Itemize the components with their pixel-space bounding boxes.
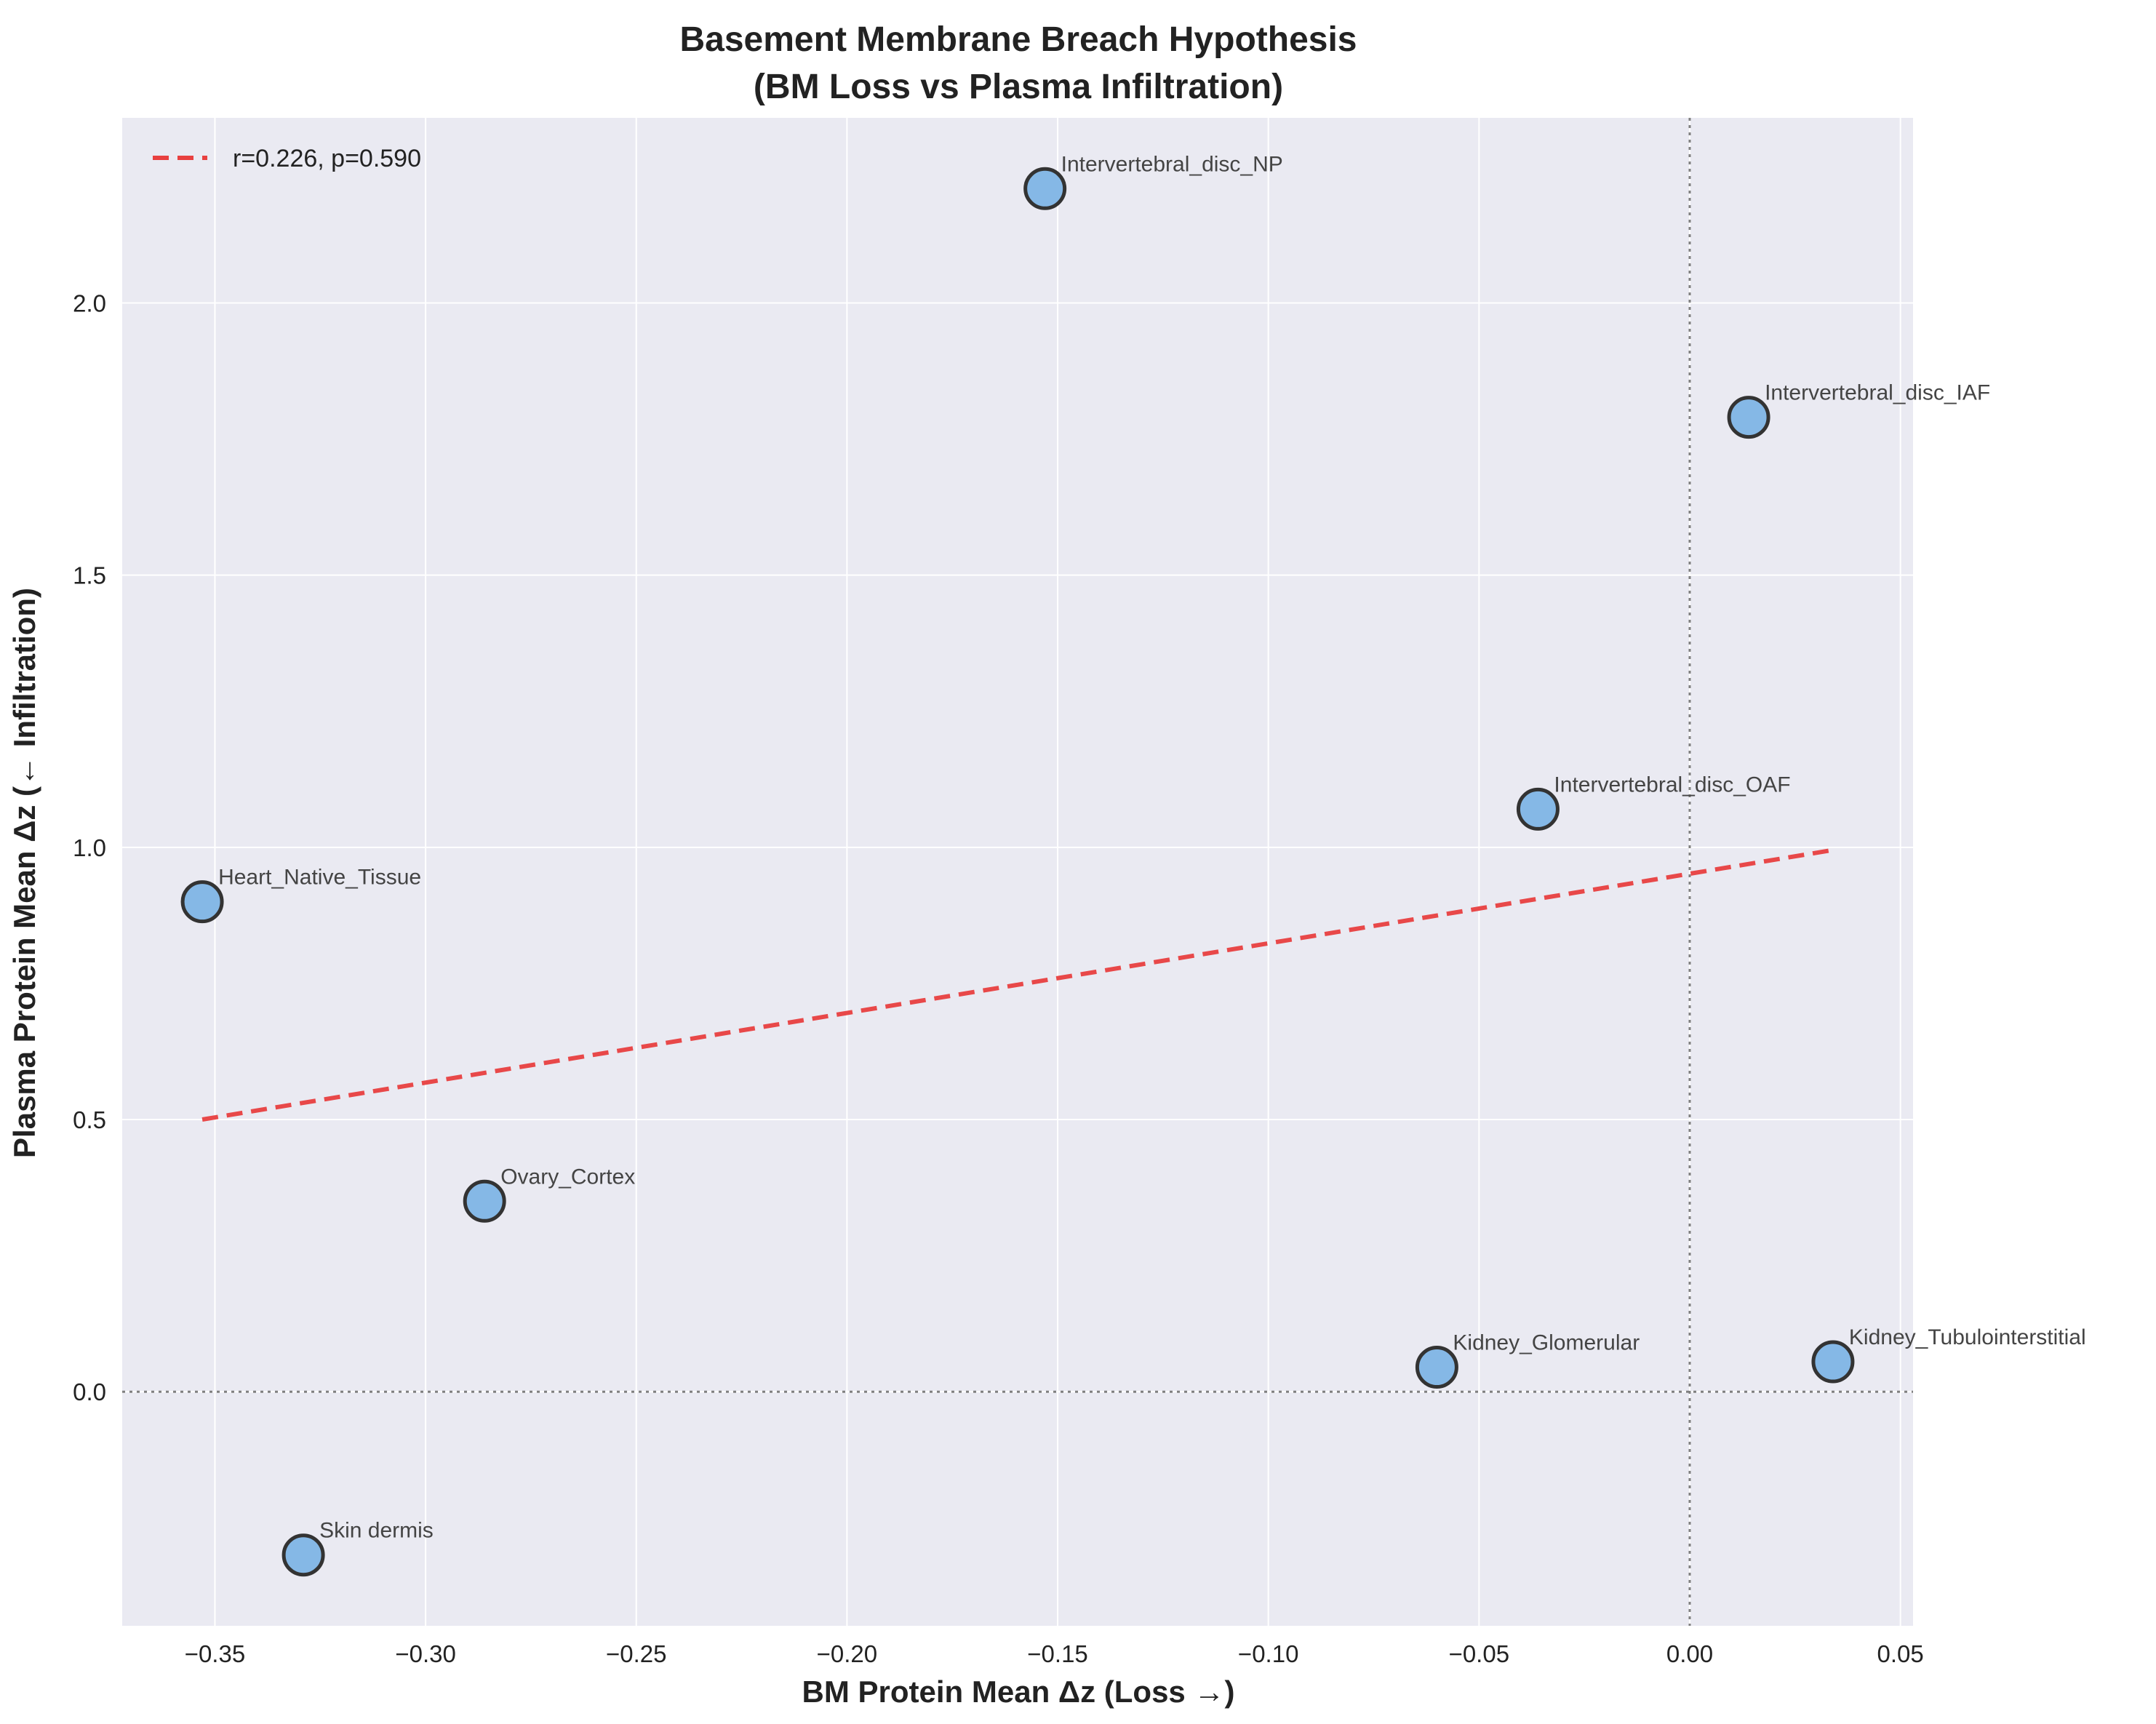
legend: r=0.226, p=0.590 [153,145,421,172]
point-label: Ovary_Cortex [500,1165,635,1189]
chart-title: Basement Membrane Breach Hypothesis [680,20,1357,59]
x-tick-label: −0.05 [1449,1640,1510,1667]
x-tick-label: −0.30 [395,1640,456,1667]
data-point [1023,167,1067,210]
data-point [1516,787,1560,831]
point-label: Heart_Native_Tissue [218,866,421,890]
trend-line [201,847,1834,1122]
y-tick-label: 1.5 [73,562,106,589]
x-tick-label: 0.05 [1877,1640,1924,1667]
reference-lines [122,118,1913,1626]
data-point [463,1179,506,1223]
data-point [180,880,224,924]
x-tick-label: −0.20 [817,1640,878,1667]
x-tick-label: −0.10 [1238,1640,1299,1667]
point-label: Skin dermis [319,1519,434,1543]
point-label: Intervertebral_disc_NP [1061,152,1283,176]
point-label: Intervertebral_disc_IAF [1765,381,1990,405]
x-tick-label: −0.15 [1027,1640,1088,1667]
x-tick-labels: −0.35 −0.30 −0.25 −0.20 −0.15 −0.10 −0.05 0.00 0… [185,1640,1924,1667]
chart-subtitle: (BM Loss vs Plasma Infiltration) [754,68,1283,106]
y-tick-label: 0.5 [73,1106,106,1133]
trend-line-group [201,847,1834,1122]
data-point [1811,1340,1855,1384]
y-tick-label: 1.0 [73,834,106,861]
x-axis-label: BM Protein Mean Δz (Loss →) [802,1675,1235,1709]
x-tick-label: 0.00 [1666,1640,1713,1667]
x-tick-label: −0.35 [185,1640,246,1667]
legend-entry: r=0.226, p=0.590 [233,145,421,172]
data-point [1727,396,1770,439]
y-tick-labels: 0.0 0.5 1.0 1.5 2.0 [73,290,106,1405]
x-tick-label: −0.25 [606,1640,667,1667]
data-point [1415,1346,1458,1389]
y-axis-label: Plasma Protein Mean Δz (← Infiltration) [7,588,41,1158]
point-label: Kidney_Tubulointerstitial [1849,1325,2086,1349]
point-label: Intervertebral_disc_OAF [1554,773,1790,797]
y-tick-label: 2.0 [73,290,106,316]
data-points: Intervertebral_disc_NP Intervertebral_dis… [180,152,2086,1577]
plot-area [122,118,1913,1626]
data-point [282,1533,325,1577]
y-tick-label: 0.0 [73,1378,106,1405]
point-label: Kidney_Glomerular [1453,1331,1640,1355]
